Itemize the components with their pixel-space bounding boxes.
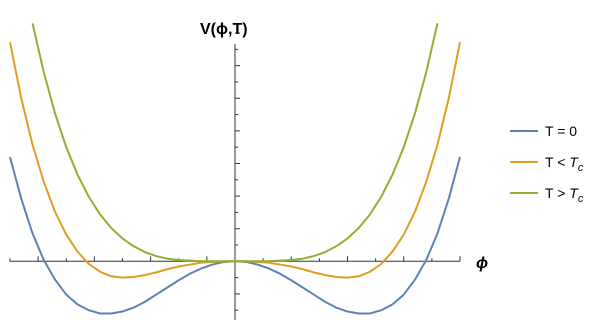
series-layer: [9, 23, 461, 315]
y-ticks: [235, 32, 240, 311]
y-axis-title: V(ϕ,T): [200, 21, 248, 38]
legend-label-tlt-sub: c: [578, 162, 584, 174]
legend-label-tgt-t: T: [569, 185, 579, 201]
legend-label-tgt-base: T >: [545, 185, 569, 201]
x-ticks: [9, 256, 461, 262]
legend-label-t0: T = 0: [545, 123, 577, 139]
legend-label-tgt: T > Tc: [545, 185, 584, 205]
legend-label-tlt-base: T <: [545, 154, 569, 170]
legend-label-tlt-t: T: [569, 154, 579, 170]
legend-item-tgt: T > Tc: [510, 185, 584, 205]
x-axis-title: ϕ: [476, 255, 488, 272]
legend-label-tgt-sub: c: [578, 193, 584, 205]
legend-label-tlt: T < Tc: [545, 154, 584, 174]
legend-item-tlt: T < Tc: [510, 154, 584, 174]
series-line-t-above-tc: [31, 23, 439, 263]
legend: T = 0 T < Tc T > Tc: [510, 123, 584, 205]
legend-item-t0: T = 0: [510, 123, 577, 139]
